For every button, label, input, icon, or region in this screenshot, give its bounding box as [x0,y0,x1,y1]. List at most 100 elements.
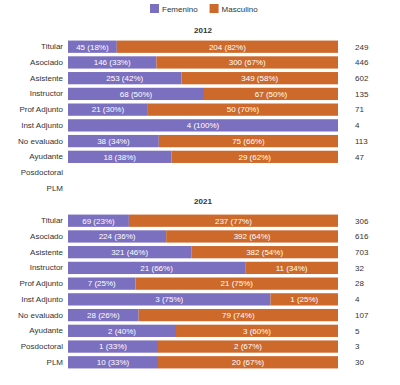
data-label: 10 (33%) [97,358,130,367]
data-label: 1 (33%) [99,342,127,351]
bar-segment [68,246,191,258]
axis-tick: Instructor [30,89,67,98]
data-label: 21 (66%) [140,264,173,273]
axis-tick: Posdoctoral [21,342,67,351]
bar-segment [245,262,338,274]
row-total: 306 [355,217,369,226]
row-total: 3 [355,342,360,351]
bar-segment [68,135,159,147]
row-total: 602 [355,74,369,83]
bar-segment [129,215,338,227]
axis-tick: Instructor [30,263,67,272]
row-total: 703 [355,248,369,257]
axis-tick: Asociado [30,232,67,241]
tick-label: PLM [47,184,64,193]
tick-label: Prof Adjunto [19,279,63,288]
bar-segment [68,293,271,305]
axis-tick: Inst Adjunto [21,121,67,130]
tick-label: No evaluado [18,137,63,146]
tick-label: Ayudante [29,326,63,335]
data-label: 21 (30%) [92,105,125,114]
bar-segment [68,88,204,100]
axis-tick: Ayudante [29,152,67,161]
axis-tick: Asistente [30,248,67,257]
data-label: 11 (34%) [276,264,308,273]
tick-label: Instructor [30,263,64,272]
bar-segment [68,41,117,53]
chart-title: 2021 [194,197,212,206]
bar-segment [181,72,338,84]
data-label: 224 (36%) [99,232,136,241]
totals: 24944660213571411347 [355,43,369,162]
bars [68,215,338,369]
data-label: 237 (77%) [215,217,252,226]
data-labels: 69 (23%) 224 (36%) 321 (46%) 21 (66%) 7 (25%… [82,217,318,368]
axis-tick: Asociado [30,58,67,67]
data-label: 75 (66%) [232,137,265,146]
bar-segment [139,309,338,321]
tick-label: No evaluado [18,311,63,320]
bar-segment [68,230,166,242]
bar-segment [68,325,176,337]
legend-swatch [150,4,159,13]
bar-segment [158,340,338,352]
tick-label: Posdoctoral [21,342,63,351]
bar-segment [68,72,181,84]
bars [68,41,338,163]
axis-tick: Ayudante [29,326,67,335]
axis-tick: Inst Adjunto [21,295,67,304]
tick-label: PLM [47,358,64,367]
data-label: 253 (42%) [106,74,143,83]
bar-segment [271,293,339,305]
axis-line [67,40,68,197]
data-label: 321 (46%) [111,248,148,257]
bar-segment [68,56,156,68]
data-label: 3 (75%) [155,295,183,304]
row-total: 616 [355,232,369,241]
data-label: 68 (50%) [120,90,153,99]
axis-tick: Titular [41,216,67,225]
axis-tick: PLM [47,358,67,367]
axis-tick: Titular [41,42,67,51]
category-axis: TitularAsociadoAsistenteInstructorProf A… [18,40,67,197]
bar-segment [156,56,338,68]
data-label: 38 (34%) [97,137,130,146]
chart-title: 2012 [194,26,212,35]
data-label: 2 (40%) [108,327,136,336]
bar-segment [68,103,148,115]
row-total: 47 [355,153,364,162]
data-label: 3 (60%) [243,327,271,336]
data-label: 20 (67%) [232,358,265,367]
tick-label: Inst Adjunto [21,121,63,130]
bar-segment [117,41,338,53]
data-label: 50 (70%) [227,105,260,114]
bar-segment [158,356,338,368]
row-total: 5 [355,327,360,336]
legend-swatch [210,4,219,13]
data-label: 69 (23%) [82,217,115,226]
data-label: 45 (18%) [76,43,109,52]
data-label: 1 (25%) [290,295,318,304]
data-label: 204 (82%) [209,43,246,52]
bar-segment [159,135,338,147]
data-label: 29 (62%) [238,153,271,162]
tick-label: Instructor [30,89,64,98]
legend: FemeninoMasculino [150,4,258,14]
data-label: 146 (33%) [94,58,131,67]
bar-segment [68,356,158,368]
category-axis: Titular Asociado Asistente Instructor Prof A… [18,214,67,371]
data-label: 7 (25%) [88,279,116,288]
data-label: 67 (50%) [255,90,288,99]
data-label: 392 (64%) [234,232,271,241]
legend-label: Masculino [222,5,259,14]
row-total: 32 [355,264,364,273]
tick-label: Titular [41,42,63,51]
tick-label: Asociado [30,58,63,67]
data-label: 18 (38%) [103,153,136,162]
bar-segment [68,151,171,163]
data-labels: 45 (18%) 146 (33%) 253 (42%) 68 (50%) 21 (30… [76,43,287,162]
tick-label: Titular [41,216,63,225]
bar-segment [68,119,338,131]
tick-label: Prof Adjunto [19,105,63,114]
data-label: 28 (26%) [87,311,120,320]
